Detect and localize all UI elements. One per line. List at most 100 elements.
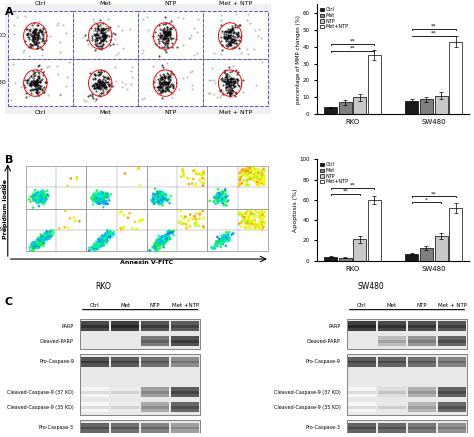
Point	[227, 80, 235, 87]
Point	[33, 197, 41, 204]
Point	[45, 231, 53, 238]
Point	[260, 177, 268, 184]
Point	[169, 83, 177, 90]
Point	[164, 38, 172, 45]
Point	[31, 80, 38, 87]
Point	[94, 194, 101, 201]
Point	[96, 191, 104, 198]
Point	[249, 172, 257, 179]
Point	[96, 79, 103, 86]
Point	[224, 197, 232, 204]
Point	[230, 79, 238, 86]
Point	[154, 191, 161, 198]
Point	[100, 235, 108, 242]
Point	[94, 194, 101, 201]
Point	[254, 172, 261, 179]
Point	[159, 234, 166, 241]
Point	[157, 194, 164, 201]
Point	[99, 29, 107, 36]
Point	[200, 180, 208, 187]
Point	[92, 31, 100, 38]
Point	[232, 89, 239, 96]
Point	[191, 183, 199, 190]
Point	[97, 238, 104, 245]
Point	[107, 232, 114, 239]
Point	[231, 83, 239, 90]
Point	[100, 29, 108, 36]
Point	[154, 238, 161, 245]
Point	[163, 26, 171, 33]
Point	[157, 191, 164, 198]
Point	[214, 233, 221, 240]
Point	[216, 196, 223, 203]
Bar	[438, 361, 466, 363]
Point	[159, 82, 166, 89]
Point	[101, 197, 109, 204]
Point	[34, 198, 42, 205]
Point	[36, 27, 44, 34]
Point	[103, 234, 110, 241]
Point	[247, 216, 255, 223]
Point	[229, 74, 237, 81]
Point	[150, 197, 157, 204]
Point	[31, 189, 38, 196]
Point	[27, 90, 35, 97]
Point	[156, 75, 164, 82]
Point	[218, 238, 225, 245]
Point	[221, 194, 228, 201]
Point	[226, 93, 234, 100]
Point	[257, 172, 265, 179]
Point	[36, 26, 43, 33]
Point	[189, 67, 196, 74]
Point	[164, 74, 172, 81]
Point	[210, 194, 218, 201]
Point	[228, 36, 235, 43]
Point	[247, 218, 255, 225]
Point	[195, 222, 203, 229]
Point	[36, 194, 44, 201]
Point	[104, 88, 111, 95]
Point	[138, 49, 146, 56]
Point	[39, 187, 47, 194]
Point	[222, 192, 229, 199]
Point	[99, 242, 106, 249]
Point	[222, 31, 229, 38]
Point	[161, 194, 168, 201]
Point	[93, 35, 101, 42]
Point	[213, 197, 221, 204]
Point	[220, 237, 228, 244]
Point	[30, 34, 37, 41]
Point	[34, 240, 42, 247]
Point	[97, 198, 104, 205]
Point	[40, 197, 47, 204]
Point	[164, 36, 172, 43]
Point	[98, 237, 105, 244]
Point	[101, 191, 109, 198]
Point	[99, 81, 107, 88]
Point	[85, 244, 93, 251]
Point	[164, 229, 172, 236]
Point	[91, 26, 99, 33]
Point	[32, 78, 39, 85]
Point	[159, 35, 167, 42]
Point	[101, 194, 109, 201]
Text: Cleaved-Caspase-9 (35 KD): Cleaved-Caspase-9 (35 KD)	[7, 405, 74, 410]
Point	[96, 39, 103, 46]
Point	[33, 194, 41, 201]
Point	[91, 194, 99, 201]
Point	[53, 62, 61, 69]
Point	[252, 224, 260, 231]
Point	[96, 198, 104, 205]
Point	[41, 199, 48, 206]
Point	[114, 23, 121, 30]
Point	[97, 43, 105, 50]
Point	[164, 232, 171, 239]
Point	[97, 196, 105, 203]
Bar	[141, 361, 169, 363]
Point	[37, 239, 45, 246]
Point	[219, 81, 227, 88]
Point	[96, 237, 103, 244]
Point	[222, 42, 230, 49]
Point	[32, 242, 40, 249]
Point	[39, 25, 47, 32]
